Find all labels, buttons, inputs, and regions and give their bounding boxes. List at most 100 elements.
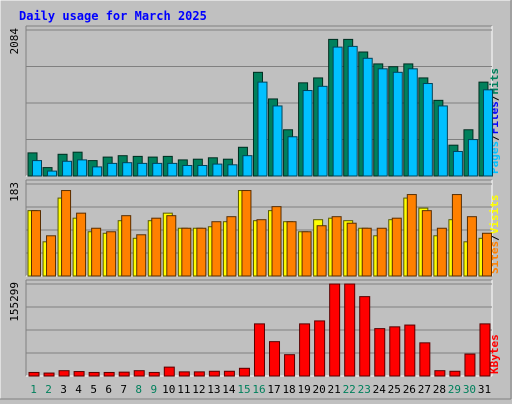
day-label-24: 24: [373, 383, 387, 396]
bar-kbytes-day-4: [73, 371, 85, 377]
day-label-29: 29: [448, 383, 461, 396]
day-label-10: 10: [162, 383, 175, 396]
bar-kbytes-day-24: [374, 328, 386, 377]
day-label-2: 2: [45, 383, 52, 396]
bar-sites-day-3: [61, 190, 72, 277]
legend-part: Visits: [488, 195, 501, 235]
bar-kbytes-day-13: [208, 370, 220, 377]
legend-part: /: [488, 94, 501, 101]
day-label-1: 1: [30, 383, 37, 396]
bar-kbytes-day-29: [449, 370, 461, 377]
bar-pages-day-5: [92, 166, 103, 177]
bar-kbytes-day-26: [404, 324, 416, 377]
bar-pages-day-22: [347, 45, 358, 177]
bar-pages-day-10: [167, 162, 178, 177]
bar-kbytes-day-5: [88, 371, 100, 377]
bar-pages-day-28: [437, 105, 448, 177]
day-label-3: 3: [60, 383, 67, 396]
bar-sites-day-25: [391, 217, 402, 277]
bar-pages-day-20: [317, 85, 328, 177]
day-label-9: 9: [150, 383, 157, 396]
day-label-5: 5: [90, 383, 97, 396]
bar-kbytes-day-25: [389, 326, 401, 377]
series-sites: [31, 190, 492, 277]
bar-sites-day-30: [466, 216, 477, 277]
day-label-31: 31: [478, 383, 491, 396]
bar-kbytes-day-8: [133, 370, 145, 377]
bar-sites-day-26: [406, 194, 417, 277]
bar-sites-day-12: [196, 227, 207, 277]
bar-pages-day-27: [422, 83, 433, 177]
bar-pages-day-12: [197, 164, 208, 177]
day-label-18: 18: [282, 383, 295, 396]
panel-1-ymax-label: 2084: [8, 28, 21, 55]
legend-part: /: [488, 234, 501, 241]
bar-sites-day-17: [271, 206, 282, 277]
bar-sites-day-5: [91, 227, 102, 277]
bar-kbytes-day-31: [479, 323, 491, 377]
bar-sites-day-7: [121, 215, 132, 277]
chart-title: Daily usage for March 2025: [19, 9, 207, 23]
bar-pages-day-16: [257, 81, 268, 177]
day-label-12: 12: [192, 383, 205, 396]
day-label-15: 15: [237, 383, 250, 396]
day-label-20: 20: [313, 383, 326, 396]
day-label-22: 22: [343, 383, 356, 396]
bar-sites-day-15: [241, 190, 252, 277]
bar-kbytes-day-9: [148, 371, 160, 377]
bar-pages-day-6: [107, 162, 118, 177]
bar-kbytes-day-15: [238, 367, 250, 377]
bar-kbytes-day-11: [178, 371, 190, 377]
bar-kbytes-day-2: [43, 372, 55, 377]
bar-sites-day-1: [31, 210, 41, 277]
day-label-30: 30: [463, 383, 476, 396]
bar-sites-day-9: [151, 217, 162, 277]
day-label-7: 7: [120, 383, 127, 396]
bar-kbytes-day-3: [58, 370, 70, 377]
legend-part: Hits: [488, 68, 501, 95]
bar-pages-day-23: [362, 57, 373, 177]
bar-pages-day-7: [122, 162, 133, 177]
bar-sites-day-21: [331, 216, 342, 277]
bar-sites-day-16: [256, 219, 267, 277]
bar-sites-day-8: [136, 234, 147, 277]
series-kbytes: [28, 283, 491, 377]
bar-pages-day-1: [32, 160, 42, 177]
bar-pages-day-19: [302, 90, 313, 177]
bar-kbytes-day-6: [103, 371, 115, 377]
bar-kbytes-day-14: [223, 370, 235, 377]
legend-part: /: [488, 134, 501, 141]
bar-pages-day-26: [407, 68, 418, 177]
panel-3: 155299 KBytes: [8, 279, 501, 377]
bar-pages-day-30: [467, 139, 478, 177]
bar-sites-day-6: [106, 231, 117, 277]
bar-pages-day-25: [392, 71, 403, 177]
bar-sites-day-2: [46, 235, 57, 277]
bar-pages-day-11: [182, 164, 193, 177]
day-label-28: 28: [433, 383, 446, 396]
bar-kbytes-day-17: [269, 341, 281, 377]
bar-kbytes-day-23: [359, 296, 371, 377]
bar-pages-day-15: [242, 155, 253, 177]
bar-kbytes-day-28: [434, 370, 446, 377]
bar-kbytes-day-18: [284, 354, 296, 377]
bar-kbytes-day-12: [193, 371, 205, 377]
bar-sites-day-18: [286, 221, 297, 277]
bar-sites-day-20: [316, 225, 327, 277]
bar-kbytes-day-19: [299, 323, 311, 377]
bar-sites-day-4: [76, 212, 87, 277]
bar-sites-day-11: [181, 227, 192, 277]
panel-3-legend-title: KBytes: [488, 334, 501, 374]
bar-pages-day-14: [227, 164, 238, 177]
series-pages: [32, 45, 493, 177]
day-label-16: 16: [252, 383, 265, 396]
day-label-21: 21: [328, 383, 341, 396]
bar-kbytes-day-30: [464, 353, 476, 377]
day-label-4: 4: [75, 383, 82, 396]
day-label-11: 11: [177, 383, 190, 396]
bar-pages-day-13: [212, 163, 223, 177]
